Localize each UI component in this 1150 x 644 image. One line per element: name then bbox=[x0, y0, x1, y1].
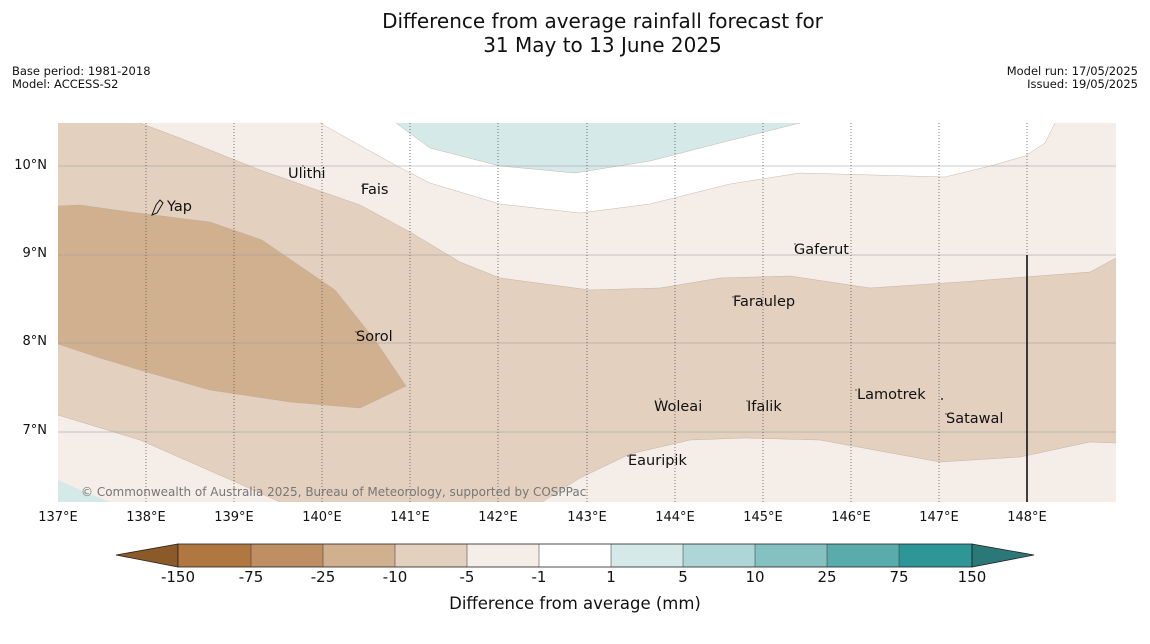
lon-label-148e: 148°E bbox=[1007, 510, 1047, 525]
colorbar-tick: -25 bbox=[310, 568, 336, 586]
colorbar-swatch bbox=[178, 544, 251, 567]
colorbar-extend-high bbox=[971, 543, 1035, 568]
colorbar-tick: 10 bbox=[745, 568, 765, 586]
colorbar-extend-low bbox=[115, 543, 179, 568]
colorbar-tick: -10 bbox=[382, 568, 408, 586]
island-dots bbox=[302, 165, 947, 457]
place-label-eauripik: Eauripik bbox=[628, 453, 687, 469]
contour-lines bbox=[58, 123, 1116, 502]
colorbar-swatch bbox=[395, 544, 467, 567]
place-label-woleai: Woleai bbox=[654, 399, 703, 415]
colorbar-swatch bbox=[611, 544, 683, 567]
lon-label-141e: 141°E bbox=[390, 510, 430, 525]
colorbar-tick: 25 bbox=[817, 568, 837, 586]
place-label-sorol: Sorol bbox=[356, 329, 393, 345]
lon-label-139e: 139°E bbox=[214, 510, 254, 525]
meta-right: Model run: 17/05/2025 Issued: 19/05/2025 bbox=[1007, 65, 1138, 91]
contour-band-minus25-minus10 bbox=[58, 205, 406, 408]
colorbar-swatch bbox=[899, 544, 972, 567]
place-label-fais: Fais bbox=[361, 182, 389, 198]
yap-island-shape bbox=[151, 199, 164, 216]
lon-label-140e: 140°E bbox=[302, 510, 342, 525]
meta-left: Base period: 1981-2018 Model: ACCESS-S2 bbox=[12, 65, 151, 91]
lon-label-145e: 145°E bbox=[743, 510, 783, 525]
colorbar-swatch bbox=[539, 544, 611, 567]
lon-label-146e: 146°E bbox=[831, 510, 871, 525]
lat-label-9n: 9°N bbox=[22, 246, 48, 261]
colorbar-swatch bbox=[251, 544, 323, 567]
colorbar-tick: -75 bbox=[238, 568, 264, 586]
title-line-2: 31 May to 13 June 2025 bbox=[483, 33, 722, 57]
longitude-gridlines bbox=[145, 123, 1028, 502]
colorbar-tick: -150 bbox=[160, 568, 196, 586]
colorbar bbox=[115, 543, 1035, 568]
lon-label-138e: 138°E bbox=[126, 510, 166, 525]
title-line-1: Difference from average rainfall forecas… bbox=[382, 9, 823, 33]
lon-label-137e: 137°E bbox=[38, 510, 78, 525]
colorbar-tick: 75 bbox=[889, 568, 909, 586]
place-label-yap: Yap bbox=[167, 199, 192, 215]
place-label-lamotrek: Lamotrek bbox=[857, 387, 926, 403]
copyright-notice: © Commonwealth of Australia 2025, Bureau… bbox=[81, 485, 587, 499]
lon-label-143e: 143°E bbox=[567, 510, 607, 525]
colorbar-dividers bbox=[250, 544, 900, 567]
colorbar-tick: -1 bbox=[531, 568, 547, 586]
colorbar-swatch bbox=[467, 544, 539, 567]
issued-text: Issued: 19/05/2025 bbox=[1027, 77, 1138, 91]
colorbar-tick: -5 bbox=[459, 568, 475, 586]
place-label-faraulep: Faraulep bbox=[733, 294, 796, 310]
contour-band-plus1-plus5 bbox=[396, 123, 800, 173]
colorbar-tick: 5 bbox=[678, 568, 688, 586]
base-period-text: Base period: 1981-2018 bbox=[12, 64, 151, 78]
colorbar-tick: 1 bbox=[606, 568, 616, 586]
colorbar-swatch bbox=[755, 544, 827, 567]
place-label-ifalik: Ifalik bbox=[747, 399, 782, 415]
colorbar-swatch bbox=[827, 544, 899, 567]
lon-label-142e: 142°E bbox=[478, 510, 518, 525]
colorbar-label: Difference from average (mm) bbox=[449, 594, 701, 613]
colorbar-tick: 150 bbox=[957, 568, 987, 586]
lat-label-7n: 7°N bbox=[22, 423, 48, 438]
colorbar-swatch bbox=[683, 544, 755, 567]
lat-label-8n: 8°N bbox=[22, 334, 48, 349]
contour-band-plus1-plus5-southwest bbox=[58, 480, 110, 502]
colorbar-frame bbox=[177, 543, 973, 568]
map-title: Difference from average rainfall forecas… bbox=[0, 9, 1150, 57]
model-run-text: Model run: 17/05/2025 bbox=[1006, 64, 1138, 78]
lat-label-10n: 10°N bbox=[14, 158, 47, 173]
place-label-gaferut: Gaferut bbox=[794, 242, 849, 258]
contour-band-minus5-minus1-south bbox=[58, 415, 1116, 502]
lon-label-144e: 144°E bbox=[655, 510, 695, 525]
place-label-ulithi: Ulithi bbox=[288, 166, 326, 182]
place-label-satawal: Satawal bbox=[946, 411, 1004, 427]
lon-label-147e: 147°E bbox=[919, 510, 959, 525]
colorbar-swatch bbox=[323, 544, 395, 567]
model-text: Model: ACCESS-S2 bbox=[12, 77, 119, 91]
